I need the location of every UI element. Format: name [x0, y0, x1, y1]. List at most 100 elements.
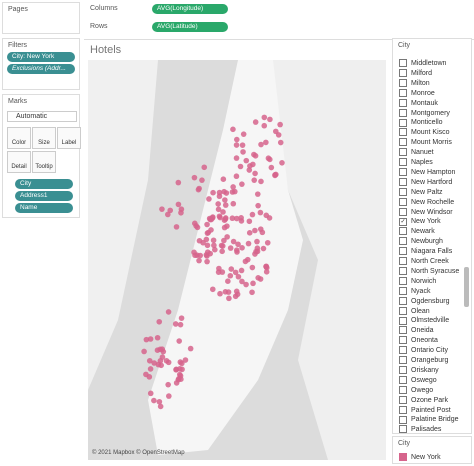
filter-item[interactable]: New Paltz	[399, 187, 443, 198]
hotel-dot[interactable]	[225, 289, 232, 295]
hotel-dot[interactable]	[165, 381, 171, 388]
hotel-dot[interactable]	[267, 116, 273, 123]
hotel-dot[interactable]	[254, 238, 260, 245]
mark-button[interactable]: Size	[32, 127, 56, 149]
checkbox[interactable]	[399, 108, 407, 117]
hotel-dot[interactable]	[147, 336, 154, 342]
hotel-dot[interactable]	[245, 240, 252, 247]
checkbox[interactable]	[399, 69, 407, 78]
hotel-dot[interactable]	[263, 263, 270, 270]
hotel-dot[interactable]	[207, 250, 213, 257]
hotel-dot[interactable]	[178, 209, 184, 216]
hotel-dot[interactable]	[221, 224, 228, 231]
checkbox[interactable]	[399, 336, 407, 345]
hotel-dot[interactable]	[230, 238, 237, 245]
hotel-dot[interactable]	[277, 121, 283, 128]
hotel-dot[interactable]	[252, 119, 259, 125]
hotel-dot[interactable]	[233, 247, 240, 253]
hotel-dot[interactable]	[191, 220, 198, 227]
filter-item[interactable]: New Rochelle	[399, 197, 454, 208]
hotel-dot[interactable]	[157, 346, 163, 353]
filter-item[interactable]: Oneida	[399, 326, 434, 336]
hotel-dot[interactable]	[251, 151, 257, 158]
filter-item[interactable]: Palisades	[399, 425, 441, 433]
hotel-dot[interactable]	[173, 224, 180, 230]
checkbox[interactable]	[399, 227, 407, 236]
hotel-dot[interactable]	[154, 334, 161, 341]
hotel-dot[interactable]	[157, 358, 164, 364]
hotel-dot[interactable]	[238, 215, 244, 221]
filter-item[interactable]: North Syracuse	[399, 267, 459, 277]
hotel-dot[interactable]	[219, 243, 226, 249]
hotel-dot[interactable]	[243, 281, 249, 288]
hotel-dot[interactable]	[215, 269, 222, 275]
hotel-dot[interactable]	[178, 315, 185, 321]
hotel-dot[interactable]	[211, 242, 217, 249]
checkbox[interactable]	[399, 425, 407, 433]
filter-item[interactable]: ✓ New York	[399, 217, 441, 227]
hotel-dot[interactable]	[159, 206, 165, 212]
hotel-dot[interactable]	[197, 252, 204, 259]
checkbox[interactable]	[399, 148, 407, 157]
hotel-dot[interactable]	[279, 159, 285, 166]
filter-item[interactable]: Monroe	[399, 88, 435, 99]
checkbox[interactable]	[399, 118, 407, 127]
hotel-dot[interactable]	[268, 164, 275, 171]
hotel-dot[interactable]	[219, 248, 225, 255]
filter-item[interactable]: Palatine Bridge	[399, 415, 458, 425]
filter-item[interactable]: Milton	[399, 78, 430, 89]
filter-item[interactable]: Ogdensburg	[399, 296, 450, 307]
filter-item[interactable]: New Hampton	[399, 168, 455, 178]
hotel-dot[interactable]	[212, 246, 218, 253]
hotel-dot[interactable]	[182, 357, 189, 363]
hotel-dot[interactable]	[266, 156, 273, 163]
hotel-dot[interactable]	[254, 191, 261, 197]
hotel-dot[interactable]	[239, 245, 245, 251]
hotel-dot[interactable]	[156, 318, 163, 325]
hotel-dot[interactable]	[227, 272, 234, 279]
hotel-dot[interactable]	[249, 289, 255, 296]
filter-item[interactable]: Olmstedville	[399, 316, 449, 326]
mark-field-pill[interactable]: City	[15, 179, 73, 189]
hotel-dot[interactable]	[222, 202, 229, 208]
hotel-dot[interactable]	[204, 242, 211, 249]
checkbox[interactable]	[399, 187, 407, 196]
hotel-dot[interactable]	[235, 241, 241, 248]
hotel-dot[interactable]	[166, 393, 172, 399]
filter-item[interactable]: Oriskany	[399, 366, 439, 376]
hotel-dot[interactable]	[242, 258, 249, 265]
hotel-dot[interactable]	[249, 211, 256, 218]
hotel-dot[interactable]	[249, 264, 256, 271]
filter-item[interactable]: Norwich	[399, 276, 436, 287]
filter-item[interactable]: Niagara Falls	[399, 247, 452, 257]
hotel-dot[interactable]	[257, 209, 264, 216]
hotel-dot[interactable]	[172, 321, 179, 327]
filter-item[interactable]: North Creek	[399, 257, 449, 267]
hotel-dot[interactable]	[220, 176, 227, 183]
filter-item[interactable]: New Windsor	[399, 207, 453, 218]
hotel-dot[interactable]	[204, 221, 210, 228]
checkbox[interactable]	[399, 138, 407, 147]
hotel-dot[interactable]	[277, 139, 284, 146]
hotel-dot[interactable]	[173, 380, 180, 386]
checkbox[interactable]	[399, 78, 407, 87]
checkbox[interactable]	[399, 128, 407, 137]
filter-item[interactable]: Milford	[399, 69, 432, 79]
hotel-dot[interactable]	[191, 174, 198, 181]
checkbox[interactable]	[399, 207, 407, 216]
checkbox[interactable]	[399, 405, 407, 414]
hotel-dot[interactable]	[230, 126, 236, 133]
hotel-dot[interactable]	[240, 131, 247, 137]
hotel-dot[interactable]	[233, 173, 240, 180]
hotel-dot[interactable]	[173, 366, 180, 373]
hotel-dot[interactable]	[216, 189, 223, 196]
scrollbar[interactable]	[464, 267, 469, 307]
hotel-dot[interactable]	[230, 200, 237, 207]
checkbox[interactable]	[399, 316, 407, 325]
hotel-dot[interactable]	[217, 290, 223, 297]
mark-button[interactable]: Detail	[7, 151, 31, 173]
filter-item[interactable]: Monticello	[399, 118, 443, 128]
hotel-dot[interactable]	[243, 157, 250, 164]
checkbox[interactable]	[399, 168, 407, 177]
mark-button[interactable]: Color	[7, 127, 31, 149]
